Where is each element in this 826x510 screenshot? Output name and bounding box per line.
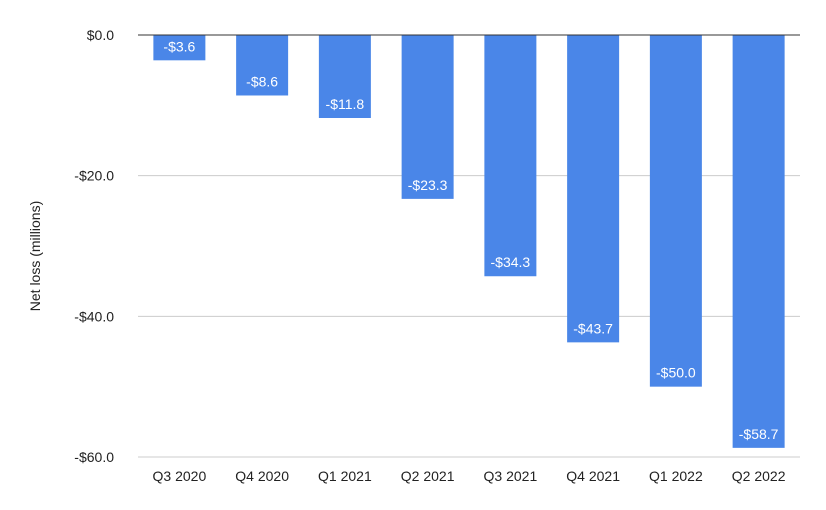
bar (567, 35, 620, 343)
y-tick-labels: $0.0 -$20.0 -$40.0 -$60.0 (74, 27, 114, 465)
y-tick-label: -$60.0 (74, 449, 114, 465)
x-tick-label: Q2 2022 (732, 468, 786, 484)
data-label: -$3.6 (163, 38, 195, 54)
x-tick-label: Q4 2021 (566, 468, 620, 484)
bar (318, 35, 371, 118)
bar (153, 35, 206, 61)
bar (401, 35, 454, 199)
data-label: -$58.7 (739, 426, 779, 442)
data-label: -$43.7 (573, 320, 613, 336)
bar (236, 35, 289, 96)
y-tick-label: -$40.0 (74, 308, 114, 324)
data-label: -$11.8 (326, 96, 365, 112)
data-label: -$34.3 (491, 254, 531, 270)
x-tick-labels: Q3 2020 Q4 2020 Q1 2021 Q2 2021 Q3 2021 Q4 20… (153, 468, 786, 484)
data-label: -$23.3 (408, 177, 448, 193)
bar (484, 35, 537, 277)
x-tick-label: Q1 2022 (649, 468, 703, 484)
x-tick-label: Q3 2021 (484, 468, 538, 484)
y-tick-label: -$20.0 (74, 168, 114, 184)
data-labels: -$3.6 -$8.6 -$11.8 -$23.3 -$34.3 -$43.7 -$50.0… (163, 38, 778, 442)
bars (153, 35, 785, 448)
y-tick-label: $0.0 (87, 27, 114, 43)
y-axis-title: Net loss (millions) (27, 201, 43, 311)
x-tick-label: Q4 2020 (235, 468, 289, 484)
x-tick-label: Q1 2021 (318, 468, 372, 484)
x-tick-label: Q2 2021 (401, 468, 455, 484)
data-label: -$8.6 (246, 73, 278, 89)
x-tick-label: Q3 2020 (153, 468, 207, 484)
data-label: -$50.0 (656, 365, 696, 381)
bar (649, 35, 702, 387)
bar (732, 35, 785, 448)
